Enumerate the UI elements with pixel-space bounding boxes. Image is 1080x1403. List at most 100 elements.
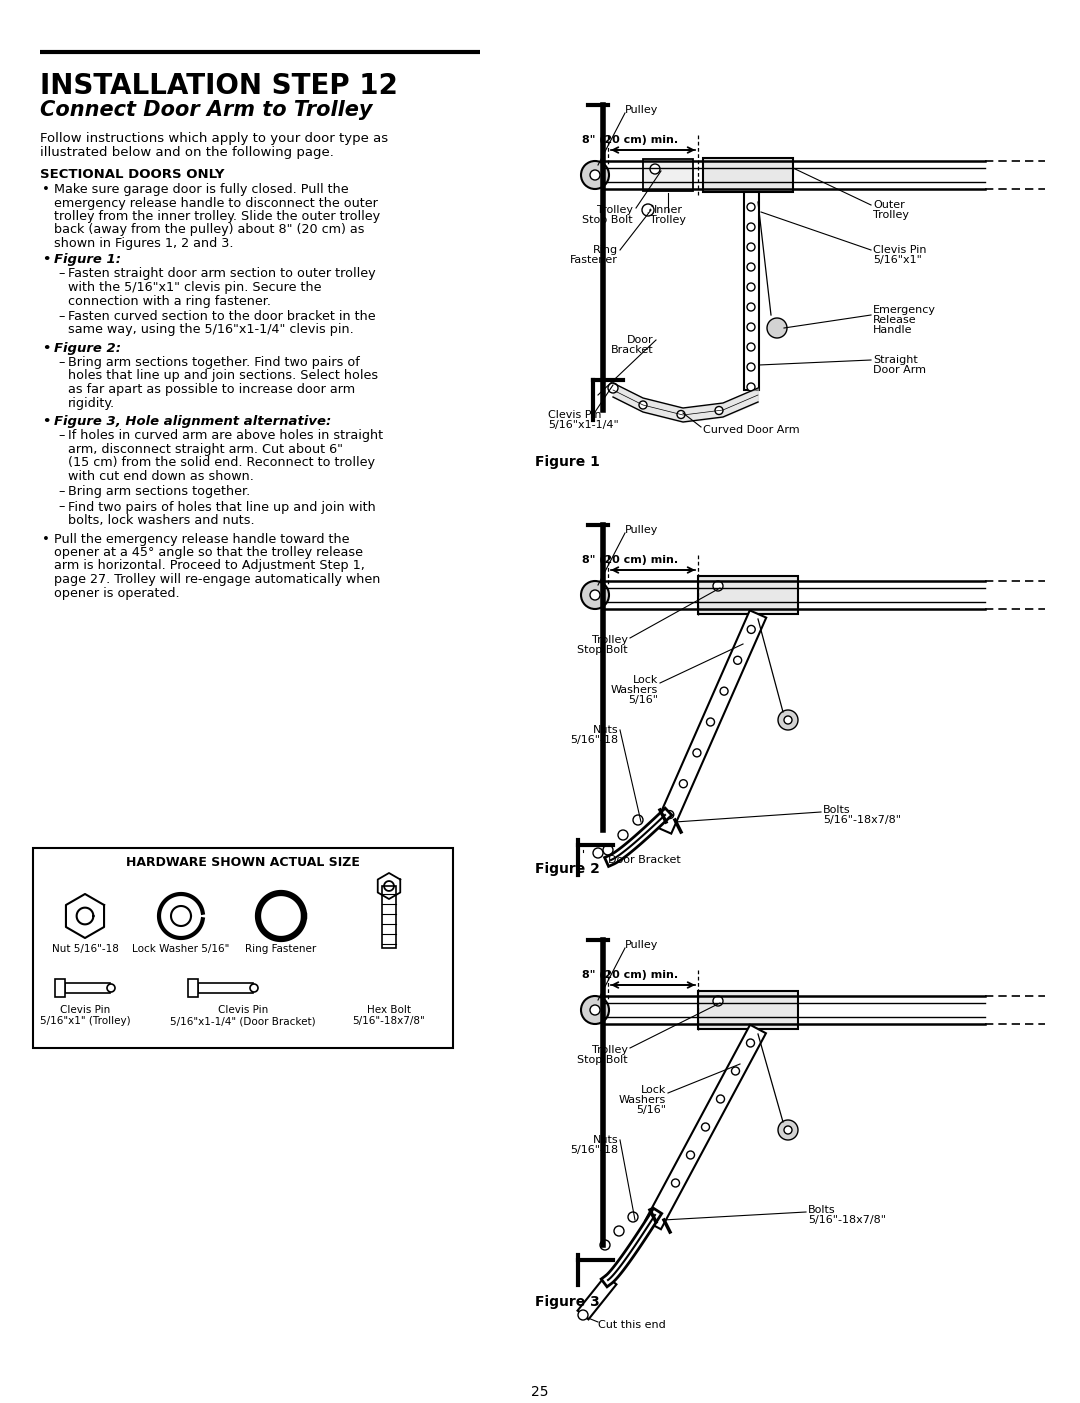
Circle shape [784, 1127, 792, 1134]
Text: Washers: Washers [611, 685, 658, 694]
Circle shape [639, 401, 647, 410]
Text: Bring arm sections together. Find two pairs of: Bring arm sections together. Find two pa… [68, 356, 360, 369]
Circle shape [747, 283, 755, 290]
Circle shape [633, 815, 643, 825]
Text: Inner: Inner [653, 205, 683, 215]
Circle shape [731, 1068, 740, 1075]
Circle shape [784, 716, 792, 724]
Circle shape [654, 818, 662, 825]
Text: same way, using the 5/16"x1-1/4" clevis pin.: same way, using the 5/16"x1-1/4" clevis … [68, 324, 354, 337]
Text: Bracket: Bracket [610, 345, 653, 355]
Circle shape [249, 984, 258, 992]
Text: Stop Bolt: Stop Bolt [578, 645, 627, 655]
Circle shape [702, 1122, 710, 1131]
Text: Trolley: Trolley [873, 210, 909, 220]
Circle shape [747, 203, 755, 210]
Text: SECTIONAL DOORS ONLY: SECTIONAL DOORS ONLY [40, 168, 225, 181]
Text: Lock: Lock [633, 675, 658, 685]
Bar [698, 577, 798, 615]
Text: Trolley: Trolley [597, 205, 633, 215]
Circle shape [615, 1266, 622, 1273]
Text: 5/16"x1-1/4" (Door Bracket): 5/16"x1-1/4" (Door Bracket) [171, 1016, 315, 1026]
Circle shape [746, 1040, 755, 1047]
Bar [744, 192, 759, 390]
Circle shape [619, 849, 626, 856]
Circle shape [590, 170, 600, 180]
Text: Stop Bolt: Stop Bolt [582, 215, 633, 224]
Text: Nuts: Nuts [592, 725, 618, 735]
Text: •: • [42, 254, 51, 267]
Text: Pulley: Pulley [625, 525, 659, 535]
Text: Figure 3: Figure 3 [535, 1295, 599, 1309]
Bar [65, 984, 110, 993]
Text: –: – [58, 501, 65, 513]
Text: opener at a 45° angle so that the trolley release: opener at a 45° angle so that the trolle… [54, 546, 363, 558]
Circle shape [720, 687, 728, 694]
Text: arm, disconnect straight arm. Cut about 6": arm, disconnect straight arm. Cut about … [68, 442, 343, 456]
Circle shape [747, 342, 755, 351]
Text: Hex Bolt: Hex Bolt [367, 1005, 411, 1014]
Text: –: – [58, 485, 65, 498]
Text: Ring Fastener: Ring Fastener [245, 944, 316, 954]
Text: Door Bracket: Door Bracket [608, 854, 680, 866]
Text: page 27. Trolley will re-engage automatically when: page 27. Trolley will re-engage automati… [54, 572, 380, 586]
Text: Nuts: Nuts [592, 1135, 618, 1145]
Text: 5/16": 5/16" [636, 1106, 666, 1115]
Circle shape [600, 1240, 610, 1250]
Text: –: – [58, 429, 65, 442]
Circle shape [778, 710, 798, 730]
Circle shape [590, 1005, 600, 1014]
Text: shown in Figures 1, 2 and 3.: shown in Figures 1, 2 and 3. [54, 237, 233, 250]
Text: Clevis Pin: Clevis Pin [548, 410, 602, 419]
Circle shape [713, 996, 723, 1006]
Circle shape [672, 1179, 679, 1187]
Bar [703, 159, 793, 192]
Text: Ring: Ring [593, 246, 618, 255]
Text: trolley from the inner trolley. Slide the outer trolley: trolley from the inner trolley. Slide th… [54, 210, 380, 223]
Circle shape [747, 383, 755, 391]
Text: 5/16"-18x7/8": 5/16"-18x7/8" [353, 1016, 426, 1026]
Text: 5/16"x1": 5/16"x1" [873, 255, 922, 265]
Text: 25: 25 [531, 1385, 549, 1399]
Text: •: • [42, 533, 50, 546]
Text: connection with a ring fastener.: connection with a ring fastener. [68, 295, 271, 307]
Circle shape [581, 581, 609, 609]
Text: Trolley: Trolley [592, 636, 627, 645]
Text: Pull the emergency release handle toward the: Pull the emergency release handle toward… [54, 533, 350, 546]
Text: as far apart as possible to increase door arm: as far apart as possible to increase doo… [68, 383, 355, 396]
Text: Cut this end: Cut this end [598, 1320, 665, 1330]
Text: 5/16"-18x7/8": 5/16"-18x7/8" [808, 1215, 886, 1225]
Circle shape [615, 1226, 624, 1236]
Text: Figure 1:: Figure 1: [54, 254, 121, 267]
Text: rigidity.: rigidity. [68, 397, 116, 410]
Text: Release: Release [873, 316, 917, 325]
Text: Find two pairs of holes that line up and join with: Find two pairs of holes that line up and… [68, 501, 376, 513]
Circle shape [733, 657, 742, 664]
Polygon shape [654, 610, 766, 833]
Bar [55, 979, 65, 998]
Circle shape [634, 836, 642, 843]
Text: 5/16"-18x7/8": 5/16"-18x7/8" [823, 815, 901, 825]
Circle shape [581, 996, 609, 1024]
Circle shape [747, 363, 755, 370]
Circle shape [693, 749, 701, 756]
Text: Curved Door Arm: Curved Door Arm [703, 425, 799, 435]
Text: Door Arm: Door Arm [873, 365, 926, 375]
Circle shape [578, 1310, 588, 1320]
Circle shape [590, 591, 600, 600]
Text: with the 5/16"x1" clevis pin. Secure the: with the 5/16"x1" clevis pin. Secure the [68, 281, 322, 295]
Circle shape [107, 984, 114, 992]
Text: with cut end down as shown.: with cut end down as shown. [68, 470, 254, 483]
Circle shape [650, 164, 660, 174]
Text: Fasten straight door arm section to outer trolley: Fasten straight door arm section to oute… [68, 268, 376, 281]
Circle shape [778, 1120, 798, 1141]
Text: 8" (20 cm) min.: 8" (20 cm) min. [582, 556, 678, 565]
Text: Lock: Lock [640, 1085, 666, 1094]
Bar [188, 979, 198, 998]
Text: Clevis Pin: Clevis Pin [218, 1005, 268, 1014]
Text: Figure 2:: Figure 2: [54, 342, 121, 355]
Text: arm is horizontal. Proceed to Adjustment Step 1,: arm is horizontal. Proceed to Adjustment… [54, 560, 365, 572]
Text: –: – [58, 310, 65, 323]
Circle shape [747, 323, 755, 331]
Text: emergency release handle to disconnect the outer: emergency release handle to disconnect t… [54, 196, 378, 209]
